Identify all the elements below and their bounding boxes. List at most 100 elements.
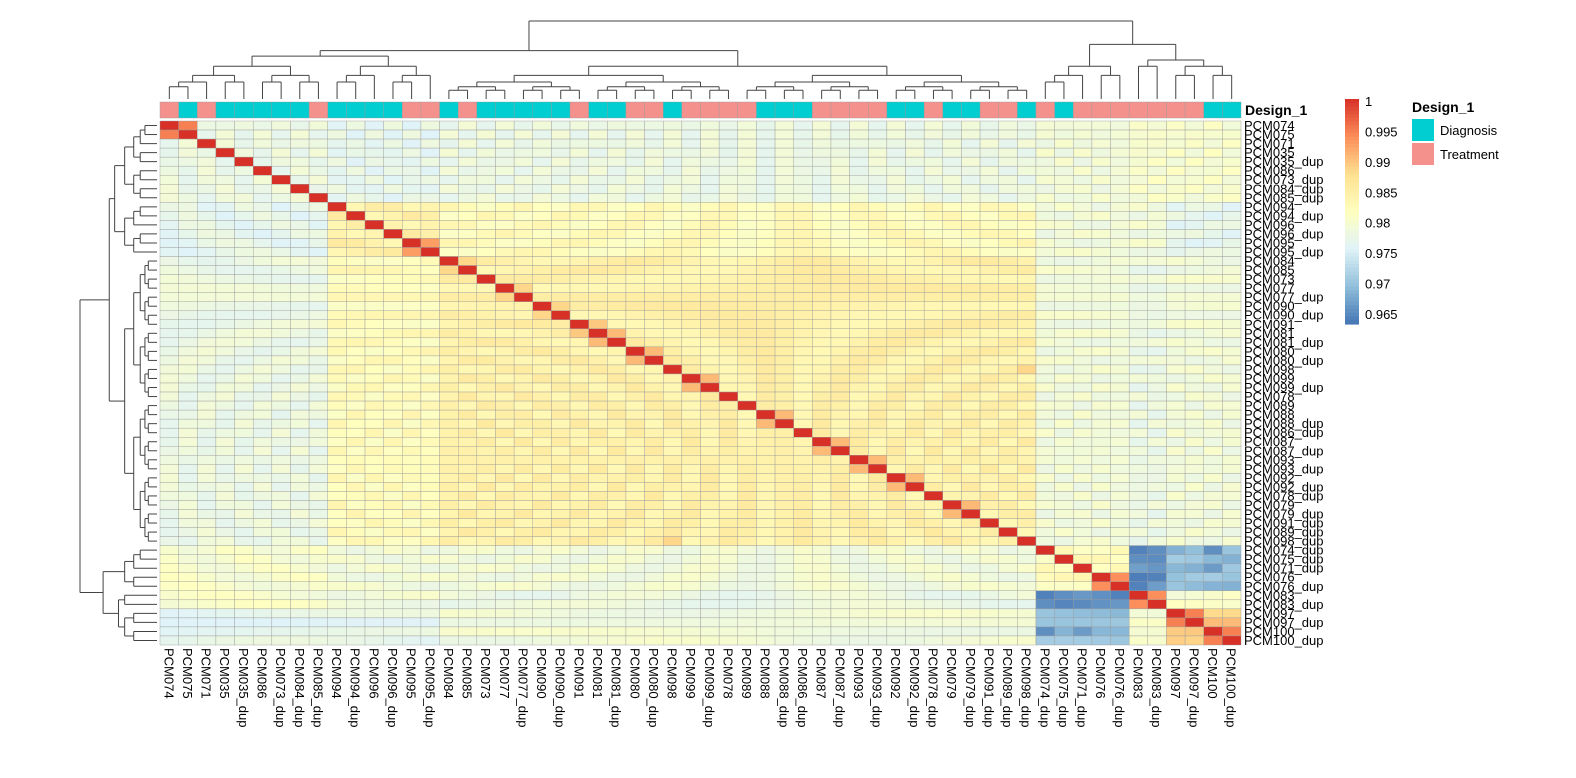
heatmap-cell xyxy=(923,193,943,203)
heatmap-cell xyxy=(905,346,925,357)
heatmap-cell xyxy=(234,518,254,528)
heatmap-cell xyxy=(830,229,850,239)
heatmap-cell xyxy=(774,175,794,185)
heatmap-cell xyxy=(663,545,683,555)
heatmap-cell xyxy=(1091,545,1111,555)
heatmap-cell xyxy=(1110,635,1130,646)
heatmap-cell xyxy=(252,446,273,456)
color-legend-swatch xyxy=(1345,301,1359,306)
heatmap-cell xyxy=(1147,599,1167,610)
heatmap-cell xyxy=(923,563,943,573)
heatmap-cell xyxy=(942,446,962,456)
heatmap-cell xyxy=(1184,238,1204,248)
heatmap-cell xyxy=(532,464,552,474)
heatmap-cell xyxy=(663,400,683,411)
heatmap-cell xyxy=(979,391,999,402)
heatmap-cell xyxy=(346,427,366,438)
heatmap-cell xyxy=(290,184,310,194)
heatmap-cell xyxy=(234,355,254,366)
heatmap-cell xyxy=(197,437,217,447)
heatmap-cell xyxy=(513,545,533,555)
annotation-cell xyxy=(588,101,608,119)
heatmap-cell xyxy=(1073,120,1093,131)
heatmap-cell xyxy=(513,310,533,320)
heatmap-cell xyxy=(197,283,217,293)
heatmap-cell xyxy=(1184,355,1204,366)
heatmap-cell xyxy=(1017,437,1037,447)
heatmap-cell xyxy=(607,229,627,239)
heatmap-cell xyxy=(774,437,794,447)
heatmap-cell xyxy=(178,400,198,411)
heatmap-cell xyxy=(1054,364,1074,375)
heatmap-cell xyxy=(1166,355,1186,366)
heatmap-cell xyxy=(998,409,1018,420)
heatmap-cell xyxy=(495,319,515,329)
heatmap-cell xyxy=(979,491,999,501)
heatmap-cell xyxy=(1091,455,1111,465)
heatmap-cell xyxy=(663,427,683,438)
heatmap-cell xyxy=(327,202,347,212)
heatmap-cell xyxy=(868,337,888,348)
heatmap-cell xyxy=(998,328,1018,339)
heatmap-cell xyxy=(551,202,571,212)
heatmap-cell xyxy=(905,283,925,293)
heatmap-cell xyxy=(663,437,683,447)
heatmap-cell xyxy=(551,346,571,357)
heatmap-cell xyxy=(458,211,478,221)
heatmap-cell xyxy=(1054,527,1074,537)
heatmap-cell xyxy=(532,120,552,131)
heatmap-cell xyxy=(942,418,962,429)
heatmap-cell xyxy=(923,337,943,348)
heatmap-cell xyxy=(979,156,999,167)
heatmap-cell xyxy=(532,355,552,366)
heatmap-cell xyxy=(1128,427,1149,438)
heatmap-cell xyxy=(234,184,254,194)
heatmap-cell xyxy=(774,491,794,501)
heatmap-cell xyxy=(756,337,776,348)
heatmap-cell xyxy=(215,274,235,284)
row-dendrogram xyxy=(79,125,157,641)
heatmap-cell xyxy=(942,536,962,546)
heatmap-cell xyxy=(923,319,943,329)
column-label: PCM094 xyxy=(329,648,344,699)
heatmap-cell xyxy=(868,554,888,564)
heatmap-cell xyxy=(905,581,925,591)
annotation-cell xyxy=(234,101,254,119)
heatmap-cell xyxy=(346,274,366,284)
heatmap-cell xyxy=(420,265,440,275)
heatmap-cell xyxy=(607,319,627,329)
heatmap-cell xyxy=(868,328,888,339)
heatmap-cell xyxy=(718,455,738,465)
heatmap-cell xyxy=(812,328,832,339)
heatmap-cell xyxy=(886,599,906,610)
heatmap-cell xyxy=(308,418,328,429)
row-label: PCM077_dup xyxy=(1244,290,1324,305)
heatmap-cell xyxy=(663,156,683,167)
heatmap-cell xyxy=(551,527,571,537)
heatmap-cell xyxy=(979,554,999,564)
heatmap-cell xyxy=(1017,491,1037,501)
heatmap-cell xyxy=(569,473,589,483)
heatmap-cell xyxy=(476,418,496,429)
heatmap-cell xyxy=(812,563,832,573)
heatmap-cell xyxy=(458,292,478,302)
heatmap-cell xyxy=(644,147,664,158)
heatmap-cell xyxy=(700,391,720,402)
heatmap-cell xyxy=(1110,147,1130,158)
heatmap-cell xyxy=(308,563,328,573)
heatmap-cell xyxy=(513,581,533,591)
row-label: PCM077 xyxy=(1244,281,1295,296)
heatmap-cell xyxy=(1073,292,1093,302)
heatmap-cell xyxy=(476,328,496,339)
heatmap-cell xyxy=(346,156,366,167)
heatmap-cell xyxy=(1203,238,1223,248)
heatmap-cell xyxy=(1035,518,1055,528)
heatmap-cell xyxy=(1203,500,1223,510)
row-label: PCM087_dup xyxy=(1244,443,1324,458)
heatmap-cell xyxy=(830,328,850,339)
heatmap-cell xyxy=(905,464,925,474)
heatmap-cell xyxy=(793,427,813,438)
heatmap-cell xyxy=(942,427,962,438)
heatmap-cell xyxy=(718,310,738,320)
color-legend-swatch xyxy=(1345,129,1359,134)
